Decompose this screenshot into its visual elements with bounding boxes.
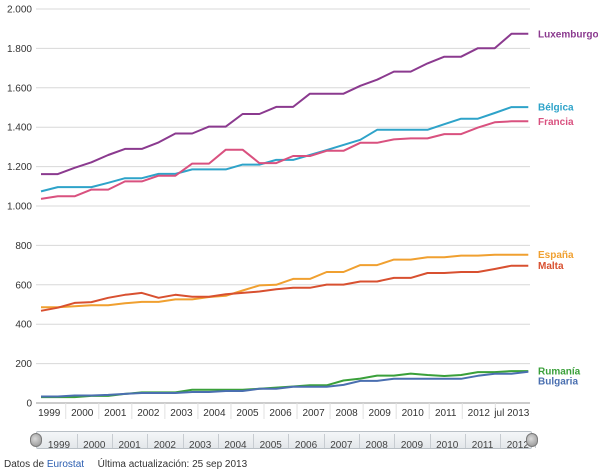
navigator-year: 2008 bbox=[365, 440, 388, 451]
x-tick-label: 2005 bbox=[236, 408, 259, 419]
navigator-separator bbox=[147, 434, 149, 448]
navigator-year: 2006 bbox=[294, 440, 318, 451]
x-tick-label: 2010 bbox=[402, 408, 425, 419]
y-tick-label: 400 bbox=[15, 320, 32, 331]
x-tick-label: 2001 bbox=[104, 408, 127, 419]
navigator-separator bbox=[288, 434, 290, 448]
navigator-left-handle[interactable] bbox=[30, 433, 42, 447]
series-line[interactable] bbox=[40, 264, 529, 312]
source-prefix: Datos de bbox=[4, 459, 45, 470]
y-tick-label: 1.200 bbox=[7, 162, 32, 173]
y-tick-label: 0 bbox=[26, 399, 32, 410]
navigator-year: 2001 bbox=[118, 440, 141, 451]
navigator-separator bbox=[500, 434, 502, 448]
navigator-separator bbox=[359, 434, 360, 448]
series-line[interactable] bbox=[41, 370, 529, 398]
series-line[interactable] bbox=[40, 120, 529, 200]
range-navigator[interactable]: 1999 2000 2001 2002 2003 2004 2005 2006 2007 2008… bbox=[30, 427, 538, 451]
y-tick-label: 2.000 bbox=[7, 5, 32, 16]
series-label: Bulgaria bbox=[538, 377, 578, 388]
navigator-separator bbox=[111, 434, 113, 448]
x-tick-label: 2009 bbox=[369, 408, 392, 419]
series-line[interactable] bbox=[40, 106, 529, 193]
navigator-year-labels: 1999 2000 2001 2002 2003 2004 2005 2006 2007 2008… bbox=[43, 434, 537, 452]
x-tick-label: 2002 bbox=[137, 408, 160, 419]
series-label: España bbox=[538, 250, 574, 261]
series-line[interactable] bbox=[41, 253, 529, 309]
navigator-separator bbox=[323, 434, 325, 448]
last-updated: Última actualización: 25 sep 2013 bbox=[97, 459, 248, 470]
navigator-year: 2002 bbox=[153, 440, 176, 451]
navigator-separator bbox=[464, 434, 466, 448]
navigator-year: 2011 bbox=[471, 440, 494, 451]
footer: Datos de Eurostat Última actualización: … bbox=[4, 459, 247, 470]
x-tick-label: 2006 bbox=[269, 408, 292, 419]
navigator-year: 2012 bbox=[506, 440, 529, 451]
y-tick-label: 600 bbox=[15, 280, 32, 291]
series-label: Francia bbox=[538, 117, 574, 128]
y-tick-label: 1.600 bbox=[7, 83, 32, 94]
navigator-year: 2010 bbox=[436, 440, 459, 451]
y-tick-label: 1.800 bbox=[7, 44, 32, 55]
y-tick-label: 200 bbox=[15, 359, 32, 370]
source-link[interactable]: Eurostat bbox=[46, 459, 85, 470]
navigator-year: 2009 bbox=[400, 440, 424, 451]
grid-lines bbox=[36, 8, 530, 419]
navigator-separator bbox=[429, 434, 431, 448]
series-lines bbox=[40, 32, 529, 399]
navigator-year: 1999 bbox=[47, 440, 71, 451]
series-line[interactable] bbox=[41, 370, 529, 399]
x-axis-ticks: 1999 2000 2001 2002 2003 2004 2005 2006 2007 2008… bbox=[38, 408, 530, 419]
x-tick-label: jul 2013 bbox=[493, 408, 529, 419]
navigator-separator bbox=[182, 434, 184, 448]
navigator-track[interactable]: 1999 2000 2001 2002 2003 2004 2005 2006 2007 2008… bbox=[36, 431, 537, 452]
navigator-separator bbox=[217, 434, 219, 448]
navigator-right-handle[interactable] bbox=[526, 433, 538, 447]
y-tick-label: 800 bbox=[15, 241, 32, 252]
x-tick-label: 2008 bbox=[335, 408, 358, 419]
series-line[interactable] bbox=[41, 32, 529, 176]
x-tick-label: 2012 bbox=[468, 408, 491, 419]
series-label: Luxemburgo bbox=[538, 29, 598, 40]
y-axis-ticks: 0 200 400 600 800 1.000 1.200 1.400 1.600 1.800 2.… bbox=[7, 5, 32, 410]
navigator-year: 2003 bbox=[189, 440, 212, 451]
x-tick-label: 2011 bbox=[435, 408, 457, 419]
navigator-separator bbox=[76, 434, 78, 448]
x-tick-label: 2007 bbox=[302, 408, 325, 419]
navigator-year: 2005 bbox=[259, 440, 282, 451]
series-label: Bélgica bbox=[538, 103, 574, 114]
navigator-year: 2007 bbox=[330, 440, 353, 451]
y-tick-label: 1.400 bbox=[7, 123, 32, 134]
navigator-year: 2000 bbox=[83, 440, 106, 451]
navigator-separator bbox=[394, 434, 396, 448]
navigator-separator bbox=[253, 434, 255, 448]
y-tick-label: 1.000 bbox=[7, 202, 32, 213]
series-label: Malta bbox=[538, 261, 564, 272]
x-tick-label: 1999 bbox=[38, 408, 61, 419]
x-tick-label: 2000 bbox=[71, 408, 94, 419]
x-tick-label: 2003 bbox=[170, 408, 193, 419]
series-label: Rumanía bbox=[538, 367, 581, 378]
navigator-year: 2004 bbox=[224, 440, 247, 451]
x-tick-label: 2004 bbox=[203, 408, 226, 419]
